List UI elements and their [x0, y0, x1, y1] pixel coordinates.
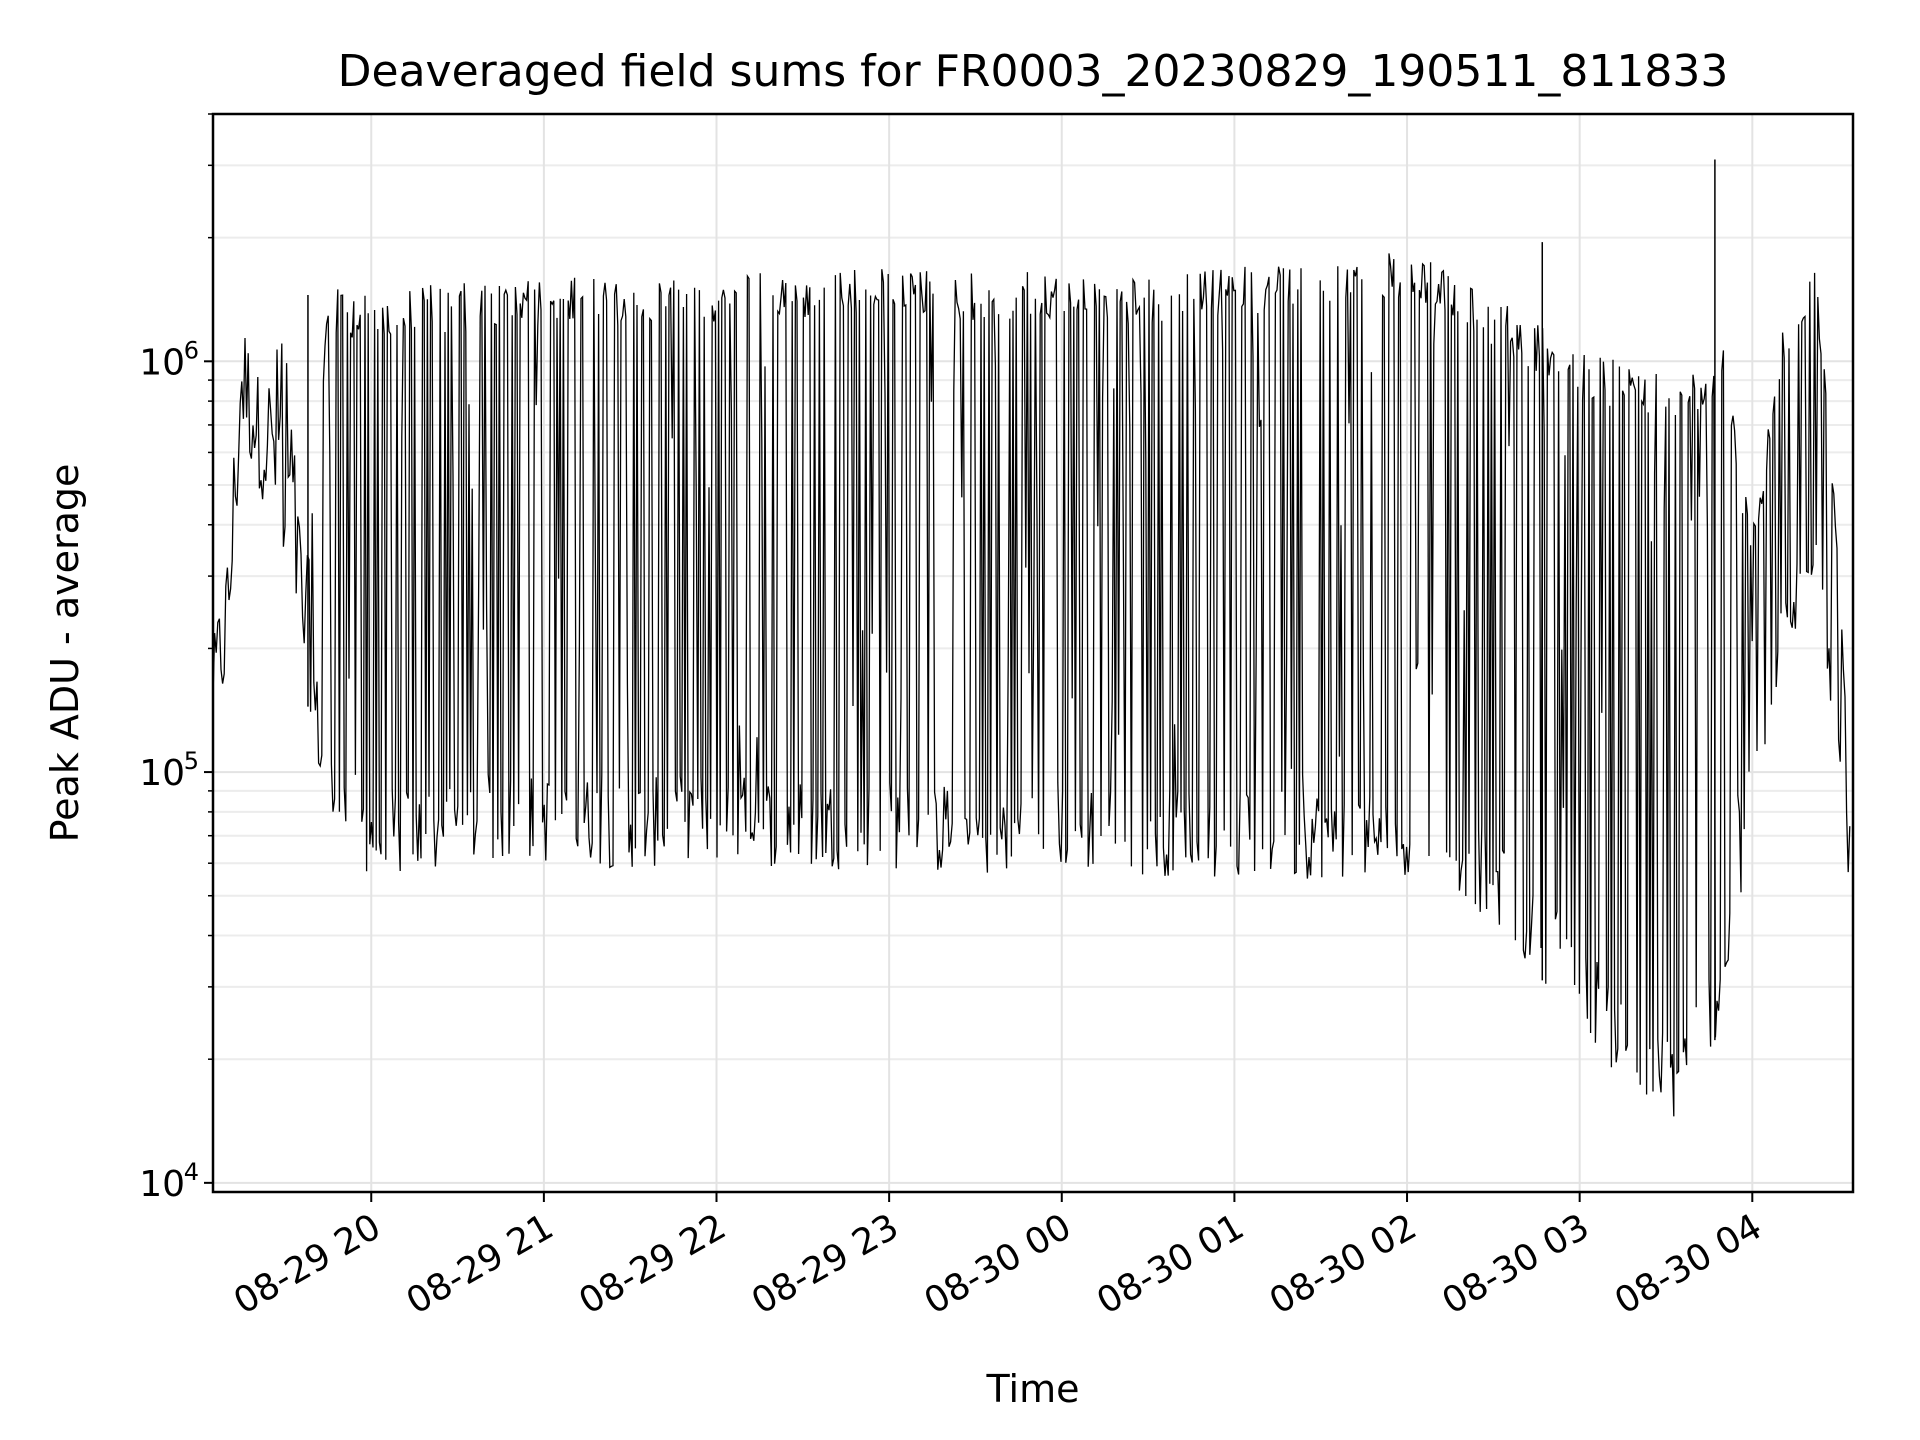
series-line [212, 253, 1851, 1117]
y-tick-label-exponent: 5 [184, 747, 199, 775]
y-tick-label: 10 [139, 342, 185, 383]
plot-frame [211, 112, 1855, 1194]
y-tick-label: 10 [139, 1164, 185, 1205]
chart-title: Deaveraged field sums for FR0003_2023082… [338, 46, 1729, 97]
data-layer [212, 159, 1851, 1117]
y-tick-label-exponent: 4 [184, 1158, 199, 1186]
y-axis-label: Peak ADU - average [43, 464, 87, 843]
x-axis-label: Time [986, 1367, 1080, 1411]
y-tick-label-exponent: 6 [184, 336, 199, 364]
y-tick-label: 10 [139, 753, 185, 794]
